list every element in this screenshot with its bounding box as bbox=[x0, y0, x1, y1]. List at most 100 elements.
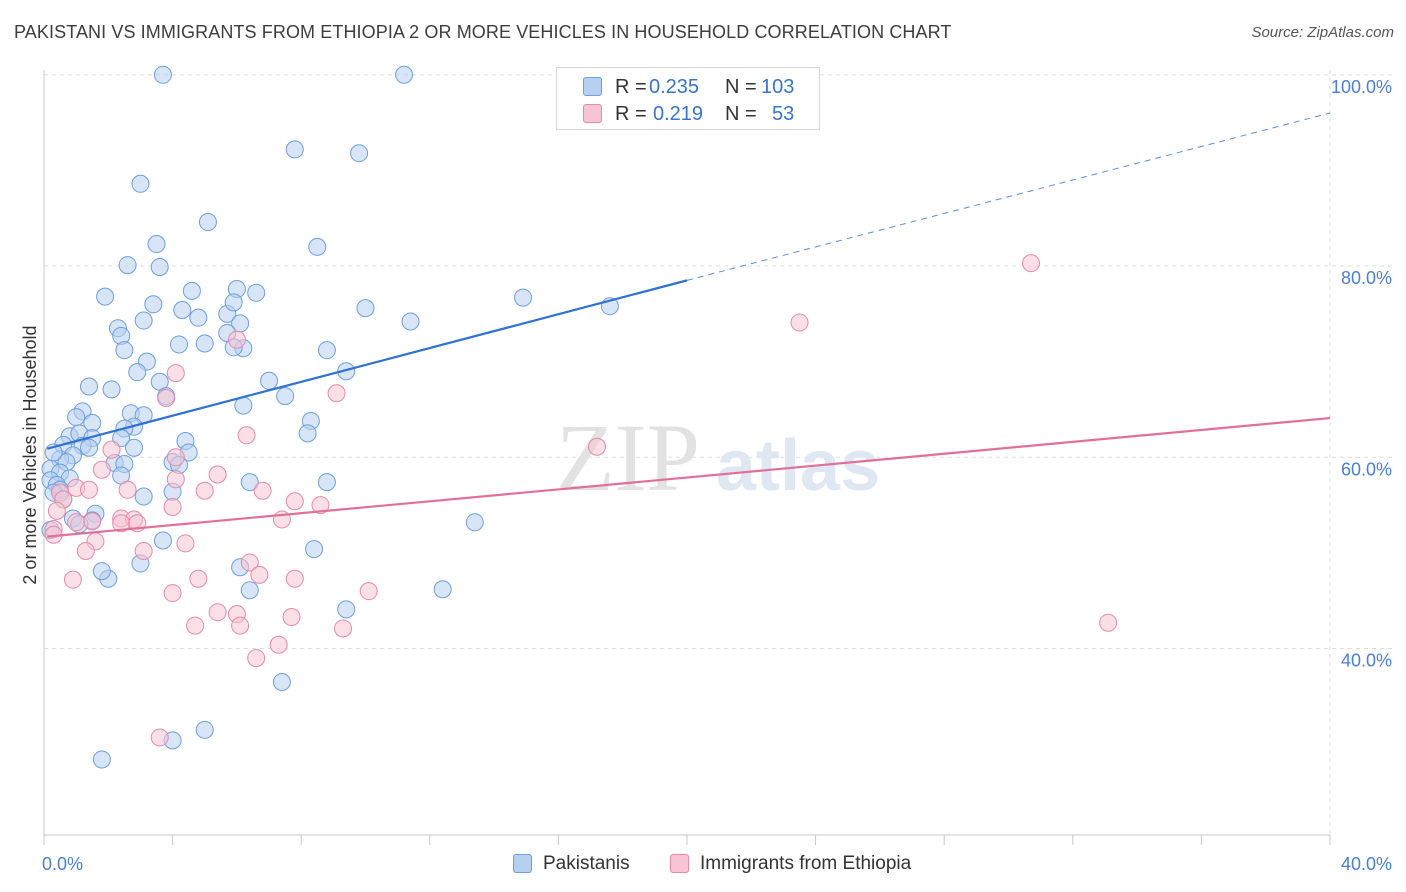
data-points bbox=[41, 65, 1118, 769]
point-pakistanis bbox=[92, 750, 111, 769]
point-ethiopia bbox=[240, 553, 259, 572]
chart-source: Source: ZipAtlas.com bbox=[1251, 24, 1394, 41]
point-pakistanis bbox=[514, 288, 533, 307]
point-ethiopia bbox=[311, 496, 330, 515]
legend-r-label: R = bbox=[615, 76, 647, 98]
trend-line-pakistanis bbox=[46, 279, 688, 450]
point-pakistanis bbox=[305, 540, 324, 559]
point-ethiopia bbox=[247, 649, 266, 668]
point-pakistanis bbox=[102, 380, 121, 399]
point-pakistanis bbox=[198, 213, 217, 232]
point-ethiopia bbox=[1099, 613, 1118, 632]
point-pakistanis bbox=[465, 513, 484, 532]
legend-r-value: 0.219 bbox=[653, 103, 704, 125]
point-pakistanis bbox=[118, 256, 137, 275]
tick-labels: 40.0% 60.0% 80.0% 100.0% 0.0% 40.0% bbox=[42, 77, 1392, 874]
point-pakistanis bbox=[134, 311, 153, 330]
point-pakistanis bbox=[317, 341, 336, 360]
point-pakistanis bbox=[240, 581, 259, 600]
point-pakistanis bbox=[67, 408, 86, 427]
point-pakistanis bbox=[147, 235, 166, 254]
legend-n-label: N = bbox=[725, 76, 757, 98]
point-pakistanis bbox=[153, 531, 172, 550]
legend-r-value: 0.235 bbox=[649, 76, 700, 98]
point-ethiopia bbox=[163, 498, 182, 517]
legend-swatch-blue bbox=[513, 854, 532, 873]
point-pakistanis bbox=[80, 438, 99, 457]
point-ethiopia bbox=[163, 584, 182, 603]
point-pakistanis bbox=[92, 562, 111, 581]
bottom-legend-label: Pakistanis bbox=[543, 853, 630, 874]
point-pakistanis bbox=[272, 673, 291, 691]
point-pakistanis bbox=[131, 174, 150, 193]
point-ethiopia bbox=[92, 460, 111, 479]
point-pakistanis bbox=[173, 301, 192, 320]
point-pakistanis bbox=[153, 65, 172, 84]
legend-r-label: R = bbox=[615, 103, 647, 125]
x-tick-label: 0.0% bbox=[42, 854, 83, 874]
point-pakistanis bbox=[224, 293, 243, 312]
point-pakistanis bbox=[247, 283, 266, 302]
point-ethiopia bbox=[63, 570, 82, 589]
legend-swatch-pink bbox=[583, 104, 602, 123]
trend-line-ethiopia bbox=[47, 416, 1331, 538]
legend-n-value: 103 bbox=[761, 76, 795, 98]
point-ethiopia bbox=[157, 388, 176, 407]
point-ethiopia bbox=[587, 437, 606, 456]
legend-row-pakistanis: R = 0.235 N = 103 bbox=[557, 74, 821, 100]
point-pakistanis bbox=[115, 341, 134, 360]
point-ethiopia bbox=[47, 501, 66, 520]
point-ethiopia bbox=[186, 616, 205, 635]
y-tick-label: 60.0% bbox=[1341, 459, 1392, 479]
point-pakistanis bbox=[298, 424, 317, 443]
point-pakistanis bbox=[356, 299, 375, 318]
point-pakistanis bbox=[308, 237, 327, 256]
correlation-legend: R = 0.235 N = 103 R = 0.219 N = 53 bbox=[556, 67, 820, 130]
point-ethiopia bbox=[67, 513, 86, 532]
point-ethiopia bbox=[1022, 254, 1041, 273]
point-pakistanis bbox=[401, 312, 420, 331]
point-ethiopia bbox=[790, 313, 809, 332]
point-pakistanis bbox=[395, 65, 414, 84]
point-ethiopia bbox=[282, 607, 301, 626]
point-ethiopia bbox=[134, 541, 153, 560]
point-ethiopia bbox=[195, 481, 214, 500]
point-ethiopia bbox=[231, 616, 250, 635]
point-pakistanis bbox=[337, 600, 356, 619]
point-ethiopia bbox=[166, 448, 185, 467]
axes bbox=[43, 70, 1331, 845]
point-ethiopia bbox=[102, 440, 121, 459]
legend-row-ethiopia: R = 0.219 N = 53 bbox=[557, 101, 821, 127]
point-pakistanis bbox=[170, 335, 189, 354]
point-ethiopia bbox=[237, 426, 256, 445]
y-tick-label: 80.0% bbox=[1341, 268, 1392, 288]
point-pakistanis bbox=[195, 334, 214, 353]
point-ethiopia bbox=[166, 470, 185, 489]
point-ethiopia bbox=[253, 481, 272, 500]
point-ethiopia bbox=[250, 565, 269, 584]
point-pakistanis bbox=[182, 281, 201, 300]
point-pakistanis bbox=[276, 387, 295, 406]
point-pakistanis bbox=[195, 720, 214, 739]
watermark-zip: ZIP bbox=[556, 404, 700, 511]
point-ethiopia bbox=[208, 603, 227, 622]
point-pakistanis bbox=[128, 363, 147, 382]
point-ethiopia bbox=[150, 728, 169, 747]
point-ethiopia bbox=[189, 569, 208, 588]
point-pakistanis bbox=[134, 487, 153, 506]
grid-lines bbox=[44, 70, 1392, 835]
point-pakistanis bbox=[80, 377, 99, 396]
y-tick-label: 100.0% bbox=[1331, 77, 1392, 97]
x-tick-label: 40.0% bbox=[1341, 854, 1392, 874]
legend-n-label: N = bbox=[725, 103, 757, 125]
point-pakistanis bbox=[150, 257, 169, 276]
point-ethiopia bbox=[118, 480, 137, 499]
point-pakistanis bbox=[96, 287, 115, 306]
y-axis-label: 2 or more Vehicles in Household bbox=[20, 325, 40, 584]
point-pakistanis bbox=[144, 295, 163, 314]
point-pakistanis bbox=[433, 580, 452, 599]
point-ethiopia bbox=[285, 492, 304, 511]
legend-swatch-blue bbox=[583, 77, 602, 96]
point-pakistanis bbox=[285, 140, 304, 159]
